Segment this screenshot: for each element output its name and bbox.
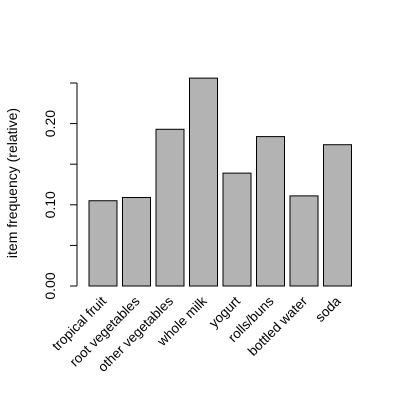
bars-group [88,77,352,287]
bar-yogurt [222,172,252,287]
bar-tropical-fruit [88,200,118,287]
y-axis: 0.00 0.10 0.20 [42,82,78,300]
y-tick-label: 0.20 [42,110,58,137]
y-axis-label: item frequency (relative) [4,108,20,258]
bar-soda [323,144,352,287]
x-tick-label: soda [312,293,344,325]
bar-root-vegetables [122,196,151,287]
bar-whole-milk [189,77,218,287]
bar-other-vegetables [155,128,185,287]
bar-rolls-buns [256,136,285,287]
y-tick-label: 0.00 [42,272,58,299]
bar-bottled-water [289,195,319,287]
y-tick-label: 0.10 [42,191,58,218]
